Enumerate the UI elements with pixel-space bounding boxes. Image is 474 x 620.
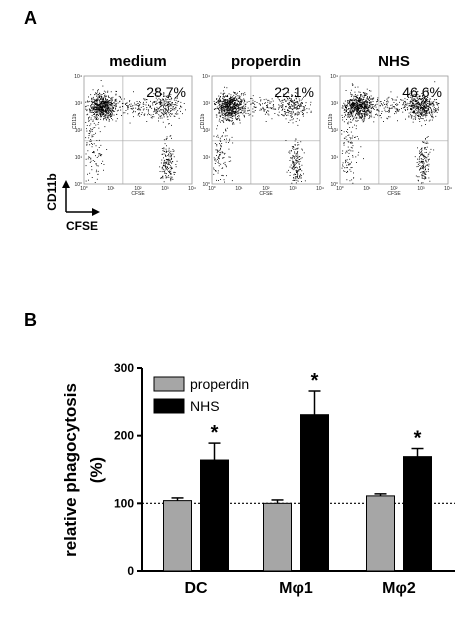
flow-y-tick: 10° — [74, 182, 82, 188]
flow-x-tick: 10° — [80, 186, 88, 192]
flow-y-tick: 10² — [75, 128, 83, 134]
flow-percent-label: 22.1% — [274, 84, 314, 100]
legend-label: NHS — [190, 398, 220, 414]
flow-y-tick: 10⁴ — [202, 74, 210, 80]
cfse-arrowhead-icon — [92, 208, 100, 216]
flow-x-tick: 10⁴ — [444, 186, 452, 192]
y-tick-label: 300 — [114, 361, 134, 375]
significance-marker: * — [211, 422, 219, 444]
flow-x-tick: 10° — [336, 186, 344, 192]
flow-plot-1: medium 28.7% 10°10° 10¹ 10¹ 10² 10² 10³ 10³ 10⁴ 10… — [72, 53, 196, 197]
cfse-marker-label: CFSE — [66, 219, 98, 233]
flow-x-tick: 10¹ — [235, 186, 243, 192]
flow-x-tick: 10¹ — [363, 186, 371, 192]
flow-percent-label: 28.7% — [146, 84, 186, 100]
flow-y-label: CD11b — [328, 114, 334, 129]
category-label: DC — [184, 580, 208, 597]
bar-properdin — [163, 500, 192, 572]
flow-y-tick: 10¹ — [203, 155, 211, 161]
flow-plot-title: properdin — [231, 53, 301, 70]
flow-events — [213, 86, 312, 184]
flow-plot-2: properdin 22.1% 10°10° 10¹ 10¹ 10² 10² 10³ 10³ 10… — [200, 53, 324, 197]
y-tick-label: 100 — [114, 496, 134, 510]
flow-y-tick: 10¹ — [75, 155, 83, 161]
flow-y-tick: 10² — [203, 128, 211, 134]
flow-y-label: CD11b — [200, 114, 206, 129]
flow-plot-title: medium — [109, 53, 167, 70]
flow-x-label: CFSE — [387, 191, 401, 197]
flow-x-tick: 10² — [134, 186, 142, 192]
flow-y-tick: 10¹ — [331, 155, 339, 161]
flow-y-tick: 10³ — [203, 101, 211, 107]
panel-b-letter: B — [24, 310, 37, 330]
legend-label: properdin — [190, 376, 249, 392]
flow-y-tick: 10⁴ — [74, 74, 82, 80]
flow-events — [85, 80, 186, 183]
flow-x-tick: 10³ — [417, 186, 425, 192]
flow-x-tick: 10² — [390, 186, 398, 192]
y-axis-label-line1: relative phagocytosis — [61, 383, 80, 557]
y-tick-label: 0 — [127, 564, 134, 578]
bar-nhs — [300, 414, 329, 572]
flow-events — [341, 81, 440, 184]
bar-properdin — [366, 495, 395, 572]
category-label: Mφ1 — [279, 580, 313, 597]
legend: properdin NHS — [153, 376, 249, 414]
bar-nhs — [403, 456, 432, 572]
significance-marker: * — [414, 428, 422, 450]
flow-plot-frame — [339, 75, 449, 185]
flow-x-tick: 10³ — [161, 186, 169, 192]
flow-x-label: CFSE — [131, 191, 145, 197]
flow-plot-frame — [211, 75, 321, 185]
flow-percent-label: 46.6% — [402, 84, 442, 100]
axis-marker: CD11b CFSE — [45, 173, 100, 233]
flow-x-tick: 10¹ — [107, 186, 115, 192]
flow-x-tick: 10° — [208, 186, 216, 192]
legend-swatch-nhs — [153, 398, 185, 414]
flow-y-tick: 10⁴ — [330, 74, 338, 80]
flow-y-tick: 10° — [202, 182, 210, 188]
cd11b-marker-label: CD11b — [45, 173, 59, 210]
flow-y-label: CD11b — [72, 114, 78, 129]
bar-chart: 0 100 200 300 * DC * Mφ1 * Mφ2 properdin NHS — [114, 361, 455, 597]
flow-y-tick: 10³ — [75, 101, 83, 107]
bar-nhs — [200, 459, 229, 572]
category-label: Mφ2 — [382, 580, 416, 597]
y-axis-label-line2: (%) — [87, 457, 106, 483]
bar-properdin — [263, 502, 292, 572]
flow-plot-title: NHS — [378, 53, 410, 70]
flow-x-tick: 10⁴ — [188, 186, 196, 192]
flow-plots: medium28.7%10°10°10¹10¹10²10²10³10³10⁴10… — [72, 53, 452, 197]
flow-x-tick: 10³ — [289, 186, 297, 192]
panel-a-letter: A — [24, 8, 37, 28]
flow-plot-3: NHS 46.6% 10°10° 10¹ 10¹ 10² 10² 10³ 10³ 10⁴ 10⁴ CF… — [328, 53, 452, 197]
flow-x-tick: 10⁴ — [316, 186, 324, 192]
flow-y-tick: 10³ — [331, 101, 339, 107]
significance-marker: * — [311, 370, 319, 392]
flow-y-tick: 10° — [330, 182, 338, 188]
flow-x-label: CFSE — [259, 191, 273, 197]
flow-plot-frame — [83, 75, 193, 185]
cd11b-arrowhead-icon — [62, 180, 70, 188]
y-tick-label: 200 — [114, 429, 134, 443]
flow-x-tick: 10² — [262, 186, 270, 192]
legend-swatch-properdin — [153, 376, 185, 392]
flow-y-tick: 10² — [331, 128, 339, 134]
